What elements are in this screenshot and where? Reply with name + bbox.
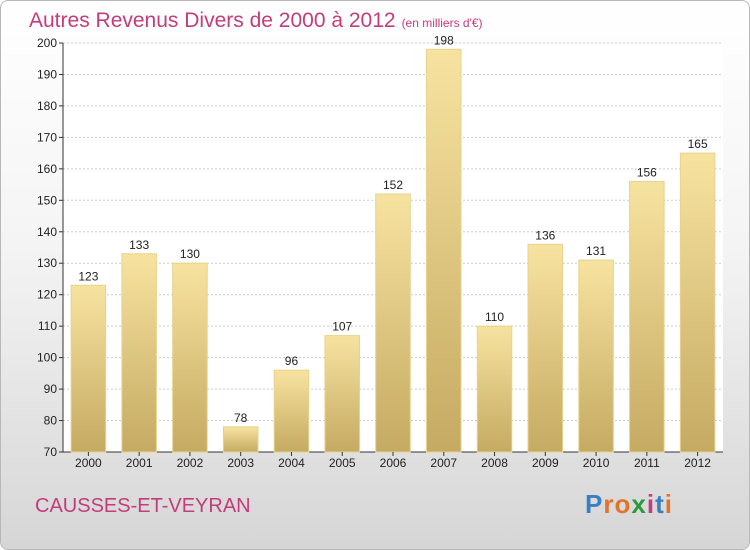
y-tick-label: 70 [44, 445, 58, 459]
bar-value-label: 136 [535, 228, 555, 242]
brand-letter: r [603, 489, 615, 519]
y-tick-label: 180 [37, 99, 57, 113]
brand-letter: P [585, 489, 604, 519]
bar-value-label: 110 [485, 310, 504, 324]
bar-value-label: 152 [383, 178, 403, 192]
bar [527, 243, 564, 453]
bar [679, 152, 716, 453]
bar-value-label: 130 [180, 247, 200, 261]
y-tick-label: 130 [37, 256, 57, 270]
x-tick-label: 2006 [380, 456, 407, 470]
bar-value-label: 78 [234, 411, 248, 425]
bar [121, 253, 157, 453]
bar-value-label: 123 [78, 269, 98, 283]
y-tick-label: 140 [37, 225, 57, 239]
bar [70, 284, 107, 453]
bar-value-label: 156 [637, 165, 657, 179]
bar [375, 193, 411, 453]
x-tick-label: 2005 [329, 456, 356, 470]
x-tick-label: 2007 [430, 456, 457, 470]
bar [172, 262, 208, 453]
x-tick-label: 2001 [126, 456, 153, 470]
y-tick-label: 120 [37, 288, 57, 302]
brand-letter: x [631, 489, 647, 519]
brand-letter: i [664, 489, 673, 519]
x-tick-label: 2000 [75, 456, 102, 470]
x-tick-label: 2012 [684, 456, 711, 470]
x-tick-label: 2004 [278, 456, 305, 470]
bar-value-label: 107 [332, 320, 352, 334]
y-tick-label: 90 [44, 382, 58, 396]
y-tick-label: 100 [37, 351, 57, 365]
bar [476, 325, 513, 453]
y-tick-label: 150 [37, 193, 57, 207]
bar-value-label: 198 [434, 33, 454, 47]
location-label: CAUSSES-ET-VEYRAN [35, 495, 251, 517]
chart-title: Autres Revenus Divers de 2000 à 2012 (en … [29, 9, 483, 33]
bar [222, 426, 259, 453]
chart-unit: (en milliers d'€) [401, 16, 483, 30]
brand-logo: Proxiti [585, 489, 673, 520]
x-tick-label: 2011 [634, 456, 660, 470]
brand-letter: i [646, 489, 656, 519]
bar-value-label: 133 [129, 238, 149, 252]
bar-value-label: 96 [285, 354, 299, 368]
bar [324, 335, 360, 453]
chart-title-text: Autres Revenus Divers de 2000 à 2012 [29, 9, 396, 32]
y-tick-label: 160 [37, 162, 57, 176]
bar-value-label: 131 [586, 244, 606, 258]
y-tick-label: 110 [38, 319, 57, 333]
y-tick-label: 200 [37, 36, 57, 50]
y-tick-label: 190 [37, 67, 57, 81]
bar [426, 48, 462, 453]
x-tick-label: 2010 [583, 456, 610, 470]
x-tick-label: 2002 [177, 456, 204, 470]
bar [629, 180, 665, 453]
brand-letter: t [655, 489, 665, 519]
x-tick-label: 2003 [227, 456, 254, 470]
y-tick-label: 80 [44, 414, 58, 428]
bar [578, 259, 614, 453]
bar [273, 369, 310, 453]
x-tick-label: 2009 [532, 456, 559, 470]
y-tick-label: 170 [37, 130, 57, 144]
x-tick-label: 2008 [481, 456, 508, 470]
brand-letter: o [614, 489, 632, 519]
bar-value-label: 165 [688, 137, 708, 151]
